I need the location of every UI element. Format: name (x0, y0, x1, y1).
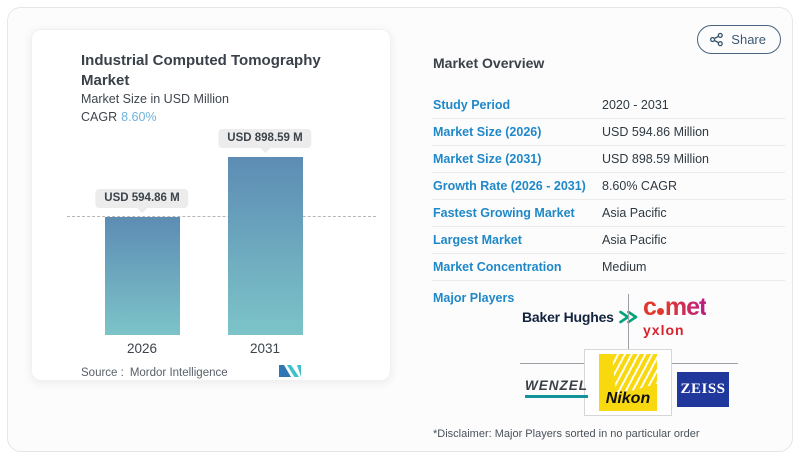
row-value: USD 898.59 Million (602, 152, 709, 166)
panel-title: Market Overview (433, 55, 545, 71)
logo-divider-vertical (628, 294, 629, 350)
chart-cagr: CAGR 8.60% (81, 110, 157, 124)
comet-wordmark: c met (643, 293, 707, 321)
bar-value-label-2031: USD 898.59 M (218, 129, 312, 153)
chart-subtitle: Market Size in USD Million (81, 92, 229, 106)
chart-card: Industrial Computed Tomography Market Ma… (31, 29, 391, 381)
zeiss-wordmark: ZEISS (680, 381, 726, 397)
table-row: Market Size (2026) USD 594.86 Million (432, 119, 785, 146)
major-players-label: Major Players (433, 291, 515, 305)
source-value: Mordor Intelligence (129, 367, 228, 379)
comet-letter-c: c (643, 293, 657, 321)
wenzel-wordmark: WENZEL (525, 378, 588, 398)
logo-divider-horizontal-right (672, 363, 738, 364)
zeiss-logo: ZEISS (677, 372, 729, 407)
bar-2031 (228, 157, 303, 335)
row-label: Study Period (433, 98, 511, 112)
nikon-wordmark: Nikon (605, 390, 651, 407)
table-row: Market Concentration Medium (432, 254, 785, 281)
table-row: Growth Rate (2026 - 2031) 8.60% CAGR (432, 173, 785, 200)
row-label: Largest Market (433, 233, 522, 247)
wenzel-logo: WENZEL (525, 377, 588, 398)
table-row: Study Period 2020 - 2031 (432, 92, 785, 119)
share-button-label: Share (731, 32, 766, 47)
source-line: Source : Mordor Intelligence (81, 367, 228, 379)
row-value: Asia Pacific (602, 233, 667, 247)
share-icon (710, 32, 724, 47)
bar-2026 (105, 217, 180, 335)
bar-value-label-2026: USD 594.86 M (95, 189, 189, 214)
comet-letters-met: met (664, 293, 707, 321)
row-value: Asia Pacific (602, 206, 667, 220)
baker-hughes-wordmark: Baker Hughes (522, 309, 614, 325)
table-row: Largest Market Asia Pacific (432, 227, 785, 254)
nikon-logo: Nikon (584, 349, 672, 416)
market-overview-panel: Share Market Overview Study Period 2020 … (432, 8, 786, 459)
row-label: Growth Rate (2026 - 2031) (433, 179, 586, 193)
comet-dot-icon (656, 308, 664, 315)
baker-hughes-chevron-icon (618, 310, 638, 324)
row-value: 8.60% CAGR (602, 179, 678, 193)
comet-yxlon-logo: c met yxlon (643, 293, 707, 339)
baker-hughes-logo: Baker Hughes (522, 309, 638, 325)
table-row: Market Size (2031) USD 898.59 Million (432, 146, 785, 173)
x-axis-label-2031: 2031 (249, 341, 281, 356)
bar-chart: USD 594.86 M USD 898.59 M 2026 2031 (67, 129, 376, 356)
source-label: Source : (81, 367, 124, 379)
row-value: USD 594.86 Million (602, 125, 709, 139)
overview-table: Study Period 2020 - 2031 Market Size (20… (432, 92, 785, 281)
reference-line (67, 216, 376, 218)
disclaimer-text: *Disclaimer: Major Players sorted in no … (433, 428, 700, 440)
row-label: Market Concentration (433, 260, 562, 274)
x-axis-label-2026: 2026 (126, 341, 158, 356)
cagr-label: CAGR (81, 110, 118, 124)
infographic-canvas: Industrial Computed Tomography Market Ma… (7, 7, 793, 452)
row-label: Market Size (2026) (433, 125, 542, 139)
mordor-intelligence-logo-icon (279, 365, 301, 377)
chart-title: Industrial Computed Tomography Market (81, 52, 321, 89)
cagr-value: 8.60% (121, 110, 157, 124)
yxlon-wordmark: yxlon (643, 322, 685, 338)
nikon-yellow-square: Nikon (599, 354, 657, 411)
table-row: Fastest Growing Market Asia Pacific (432, 200, 785, 227)
row-value: Medium (602, 260, 647, 274)
row-label: Fastest Growing Market (433, 206, 575, 220)
major-players-section: Major Players Baker Hughes c met yxlon (432, 281, 785, 427)
row-label: Market Size (2031) (433, 152, 542, 166)
logo-divider-horizontal-left (520, 363, 584, 364)
row-value: 2020 - 2031 (602, 98, 669, 112)
share-button[interactable]: Share (697, 25, 781, 54)
